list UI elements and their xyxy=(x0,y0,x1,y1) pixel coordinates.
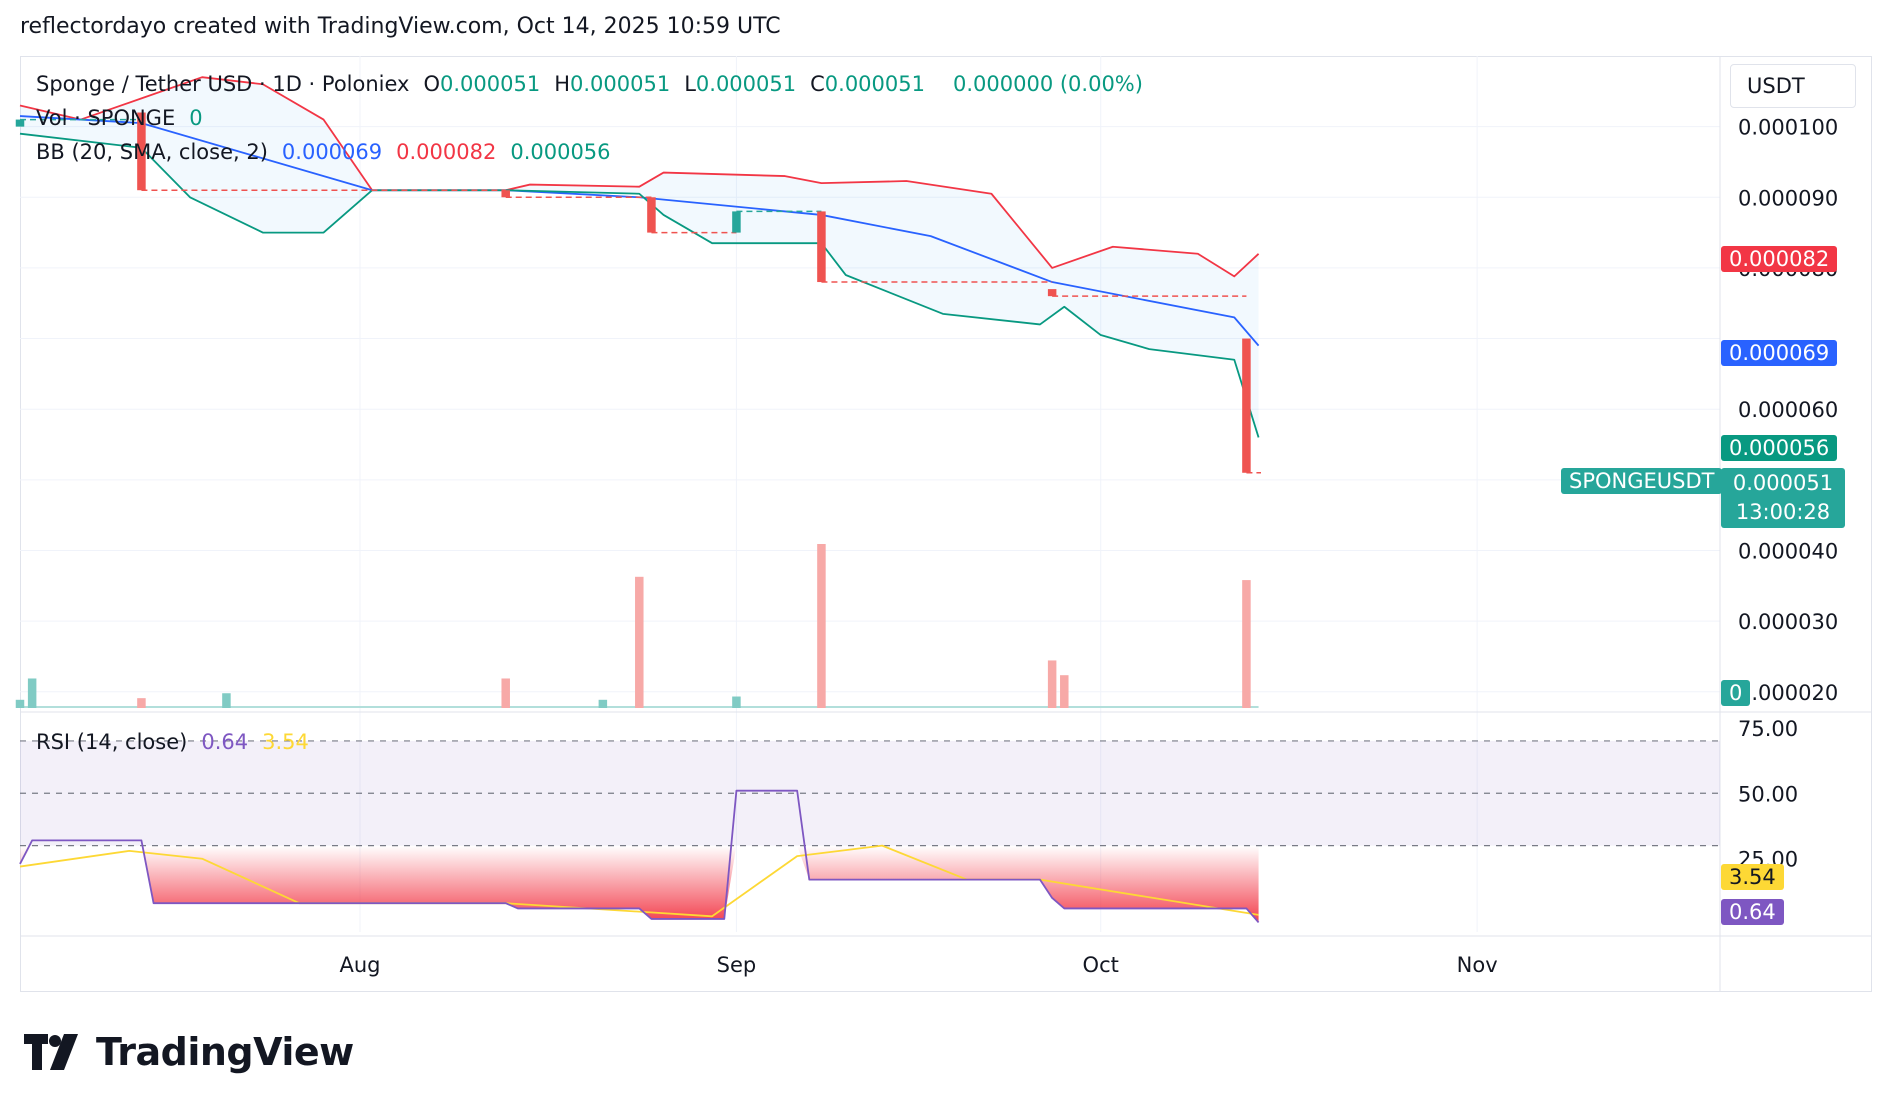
rsi-legend: RSI (14, close) 0.64 3.54 xyxy=(36,730,323,754)
rsi-line xyxy=(19,789,1260,924)
volume-bar xyxy=(501,678,510,708)
rsi-tick-label: 75.00 xyxy=(1738,717,1798,741)
bb-lower-tag: 0.000056 xyxy=(1721,435,1838,461)
price-tick-label: 0.000020 xyxy=(1738,681,1838,705)
chart-frame xyxy=(20,56,1872,992)
bb-label: BB (20, SMA, close, 2) xyxy=(36,140,268,164)
ohlc-key-l: L xyxy=(684,72,696,96)
ohlc-value-o: 0.000051 xyxy=(440,72,541,96)
ohlc-values: O0.000051 H0.000051 L0.000051 C0.000051 xyxy=(423,72,939,96)
bb-lower-value: 0.000056 xyxy=(510,140,611,164)
candle xyxy=(817,211,826,283)
attribution-header: reflectordayo created with TradingView.c… xyxy=(20,14,781,39)
tradingview-logo-icon xyxy=(24,1034,78,1070)
volume-bar xyxy=(732,696,741,708)
candle xyxy=(1047,289,1057,297)
volume-bar xyxy=(598,699,608,708)
symbol-tag: SPONGEUSDT xyxy=(1561,468,1723,494)
ohlc-key-o: O xyxy=(423,72,440,96)
tradingview-logo[interactable]: TradingView xyxy=(24,1028,354,1076)
candles xyxy=(15,112,1261,474)
volume-bar xyxy=(137,698,146,708)
candle xyxy=(15,119,25,127)
ohlc-value-h: 0.000051 xyxy=(570,72,671,96)
ohlc-value-l: 0.000051 xyxy=(695,72,797,96)
ohlc-key-h: H xyxy=(554,72,570,96)
volume-bar xyxy=(817,544,826,708)
price-tick-label: 0.000100 xyxy=(1738,116,1838,140)
rsi-value: 0.64 xyxy=(201,730,249,754)
time-tick-label: Oct xyxy=(1083,953,1119,977)
price-tick-label: 0.000060 xyxy=(1738,398,1838,422)
volume-bar xyxy=(1060,675,1069,708)
last-price-value: 0.000051 xyxy=(1732,471,1834,495)
bb-legend: BB (20, SMA, close, 2) 0.000069 0.000082 0.… xyxy=(36,140,625,164)
bb-fill xyxy=(20,77,1259,438)
volume-bar xyxy=(222,693,231,708)
price-chart[interactable]: 0.0001000.0000900.0000800.0000600.000040… xyxy=(0,0,1878,1000)
volume-bar xyxy=(15,699,25,708)
candle xyxy=(1242,338,1251,473)
candle xyxy=(732,211,741,233)
last-price-tag: 0.000051 13:00:28 xyxy=(1721,468,1845,528)
rsi-pane xyxy=(19,740,1720,924)
change-value: 0.000000 (0.00%) xyxy=(952,72,1143,96)
time-tick-label: Aug xyxy=(339,953,380,977)
candle xyxy=(647,197,656,233)
volume-legend: Vol · SPONGE 0 xyxy=(36,106,217,130)
volume-bars xyxy=(15,544,1259,708)
rsi-oversold-fill xyxy=(20,845,1259,923)
candle xyxy=(501,190,510,198)
rsi-label: RSI (14, close) xyxy=(36,730,188,754)
bb-basis-value: 0.000069 xyxy=(281,140,383,164)
axes: 0.0001000.0000900.0000800.0000600.000040… xyxy=(339,116,1838,977)
ohlc-value-c: 0.000051 xyxy=(824,72,925,96)
bb-background xyxy=(20,77,1259,438)
rsi-tick-label: 50.00 xyxy=(1738,782,1798,806)
volume-value: 0 xyxy=(189,106,203,130)
symbol-legend: Sponge / Tether USD · 1D · Poloniex O0.00… xyxy=(36,72,1157,96)
rsi-ma-tag: 3.54 xyxy=(1721,864,1784,890)
rsi-tag: 0.64 xyxy=(1721,899,1784,925)
volume-tag: 0 xyxy=(1721,680,1751,706)
countdown-value: 13:00:28 xyxy=(1735,500,1831,524)
bb-lower-line xyxy=(19,132,1260,438)
price-tick-label: 0.000040 xyxy=(1738,539,1838,563)
bb-upper-value: 0.000082 xyxy=(396,140,497,164)
time-tick-label: Nov xyxy=(1457,953,1498,977)
rsi-ma-value: 3.54 xyxy=(262,730,309,754)
volume-label: Vol · SPONGE xyxy=(36,106,176,130)
bollinger-bands xyxy=(19,76,1260,438)
candle xyxy=(137,112,146,191)
currency-button[interactable]: USDT xyxy=(1730,64,1856,108)
bb-basis-line xyxy=(19,115,1260,347)
price-tick-label: 0.000030 xyxy=(1738,610,1838,634)
volume-bar xyxy=(635,576,644,708)
tradingview-logo-text: TradingView xyxy=(96,1030,354,1074)
ohlc-key-c: C xyxy=(810,72,825,96)
volume-bar xyxy=(1047,660,1057,708)
symbol-title: Sponge / Tether USD · 1D · Poloniex xyxy=(36,72,410,96)
bb-basis-tag: 0.000069 xyxy=(1721,340,1838,366)
bb-upper-line xyxy=(19,76,1260,278)
time-tick-label: Sep xyxy=(717,953,757,977)
bb-upper-tag: 0.000082 xyxy=(1721,246,1838,272)
price-tick-label: 0.000090 xyxy=(1738,186,1838,210)
volume-bar xyxy=(27,678,37,708)
volume-bar xyxy=(1242,580,1251,708)
